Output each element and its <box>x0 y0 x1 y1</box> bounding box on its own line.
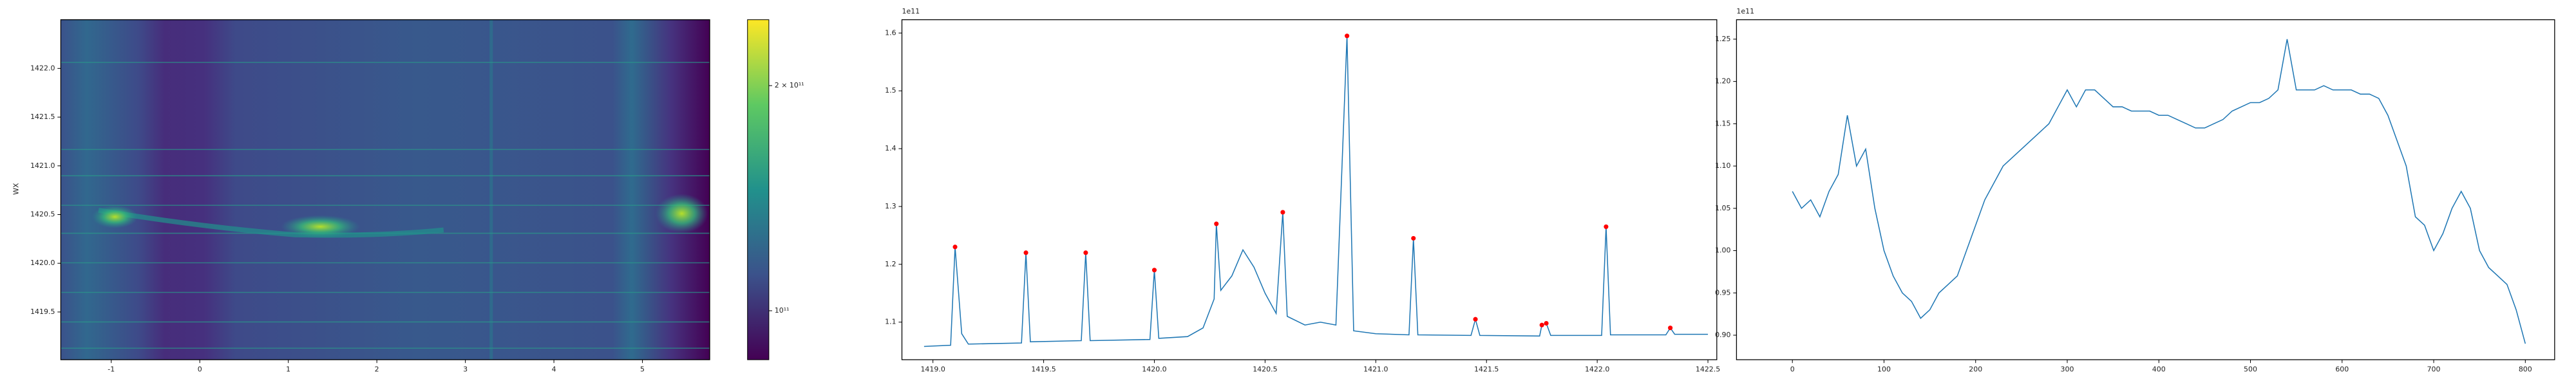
x-tick-label: 600 <box>2335 365 2349 373</box>
axes-frame <box>1736 19 2555 360</box>
y-tick-label: 1422.0 <box>30 64 55 72</box>
peak-marker <box>1151 268 1157 273</box>
y-tick-label: 0.95 <box>1715 288 1730 297</box>
x-tick-label: 100 <box>1877 365 1891 373</box>
peak-marker <box>1411 235 1416 241</box>
y-tick-label: 1.3 <box>885 202 896 210</box>
heatmap-image <box>61 19 710 360</box>
x-tick-label: 1421.0 <box>1363 365 1388 373</box>
x-tick-label: 5 <box>640 365 645 373</box>
y-tick-label: 1.25 <box>1715 35 1730 43</box>
y-tick-label: 0.90 <box>1715 331 1730 339</box>
peak-marker <box>1544 320 1549 326</box>
y-tick-label: 1.15 <box>1715 119 1730 127</box>
x-tick-label: 0 <box>1790 365 1795 373</box>
peak-marker <box>1083 250 1088 255</box>
x-tick-label: 1422.0 <box>1585 365 1609 373</box>
peak-marker <box>1023 250 1028 255</box>
x-tick-label: 1421.5 <box>1474 365 1499 373</box>
y-tick-label: 1421.5 <box>30 113 55 121</box>
x-tick-label: 4 <box>552 365 556 373</box>
y-axis-label: WX <box>12 183 21 195</box>
peak-marker <box>1668 326 1673 331</box>
x-tick-label: 3 <box>463 365 468 373</box>
y-tick-label: 1420.0 <box>30 259 55 267</box>
x-tick-label: -1 <box>108 365 115 373</box>
x-tick-label: 200 <box>1969 365 1982 373</box>
line-series <box>1792 39 2526 344</box>
axes-frame <box>901 19 1718 360</box>
y-tick-label: 1.6 <box>885 28 896 37</box>
y-tick-label: 1.2 <box>885 260 896 268</box>
peak-marker <box>1214 221 1219 226</box>
peak-marker <box>1280 210 1285 215</box>
x-tick-label: 500 <box>2244 365 2257 373</box>
colorbar <box>747 19 770 360</box>
offset-label: 1e11 <box>1736 7 1754 15</box>
peak-marker <box>952 244 958 250</box>
x-tick-label: 1422.5 <box>1696 365 1720 373</box>
x-tick-label: 1 <box>286 365 290 373</box>
x-tick-label: 800 <box>2519 365 2532 373</box>
x-tick-label: 1419.0 <box>920 365 945 373</box>
x-tick-label: 0 <box>198 365 202 373</box>
y-tick-label: 1.00 <box>1715 246 1730 255</box>
y-tick-label: 1419.5 <box>30 308 55 316</box>
y-tick-label: 1420.5 <box>30 210 55 219</box>
x-tick-label: 1419.5 <box>1031 365 1056 373</box>
y-tick-label: 1.20 <box>1715 77 1730 86</box>
colorbar-tick-label: 10¹¹ <box>775 306 790 315</box>
y-tick-label: 1.5 <box>885 86 896 95</box>
peak-marker <box>1345 33 1350 39</box>
peak-marker <box>1604 224 1609 229</box>
y-tick-label: 1421.0 <box>30 161 55 170</box>
y-tick-label: 1.4 <box>885 144 896 152</box>
x-tick-label: 1420.5 <box>1253 365 1277 373</box>
offset-label: 1e11 <box>902 7 920 15</box>
peak-marker <box>1539 322 1544 327</box>
y-tick-label: 1.05 <box>1715 204 1730 212</box>
x-tick-label: 2 <box>375 365 379 373</box>
x-tick-label: 400 <box>2152 365 2166 373</box>
peak-marker <box>1473 317 1478 322</box>
x-tick-label: 300 <box>2061 365 2074 373</box>
y-tick-label: 1.1 <box>885 318 896 326</box>
y-tick-label: 1.10 <box>1715 161 1730 170</box>
x-tick-label: 700 <box>2427 365 2441 373</box>
axes-frame <box>60 19 710 360</box>
colorbar-tick-label: 2 × 10¹¹ <box>775 81 804 89</box>
line-series <box>923 35 1709 347</box>
x-tick-label: 1420.0 <box>1142 365 1166 373</box>
